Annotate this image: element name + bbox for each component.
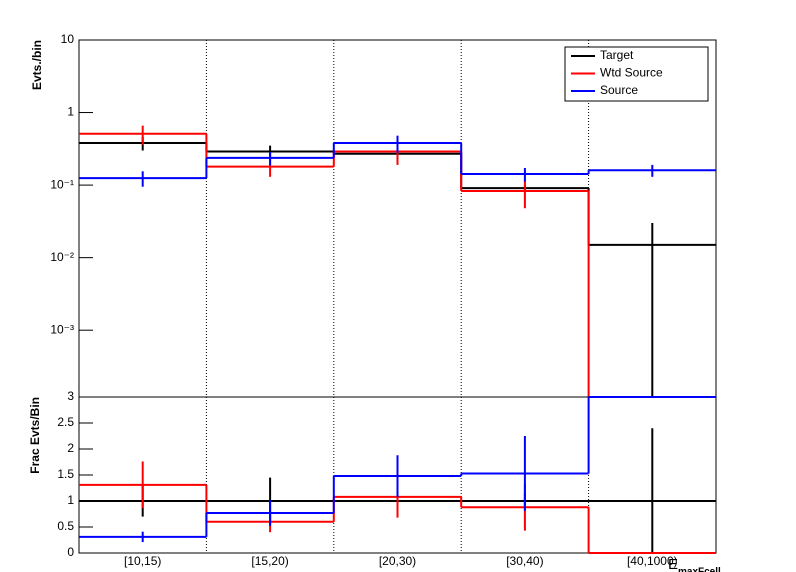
- y-tick-label: 2.5: [57, 415, 74, 429]
- y-tick-label: 10⁻²: [50, 250, 74, 264]
- y-tick-label: 10: [61, 32, 75, 46]
- x-tick-label: [15,20): [251, 554, 288, 568]
- y-axis-label: Frac Evts/Bin: [28, 397, 42, 474]
- y-tick-label: 3: [67, 389, 74, 403]
- y-tick-label: 10⁻¹: [50, 177, 74, 191]
- legend-label: Wtd Source: [600, 66, 663, 80]
- y-tick-label: 2: [67, 441, 74, 455]
- x-tick-label: [10,15): [124, 554, 161, 568]
- y-tick-label: 1.5: [57, 467, 74, 481]
- y-axis-label: Evts./bin: [30, 40, 44, 90]
- y-tick-label: 1: [67, 493, 74, 507]
- y-tick-label: 0: [67, 545, 74, 559]
- x-tick-label: [20,30): [379, 554, 416, 568]
- x-axis-label-subscript: maxFcell: [678, 567, 721, 572]
- legend-label: Target: [600, 48, 634, 62]
- y-tick-label: 1: [67, 105, 74, 119]
- y-tick-label: 10⁻³: [50, 322, 74, 336]
- x-tick-label: [40,1000): [627, 554, 678, 568]
- y-tick-label: 0.5: [57, 519, 74, 533]
- x-tick-label: [30,40): [506, 554, 543, 568]
- legend-label: Source: [600, 83, 638, 97]
- x-axis-label: E: [668, 556, 678, 572]
